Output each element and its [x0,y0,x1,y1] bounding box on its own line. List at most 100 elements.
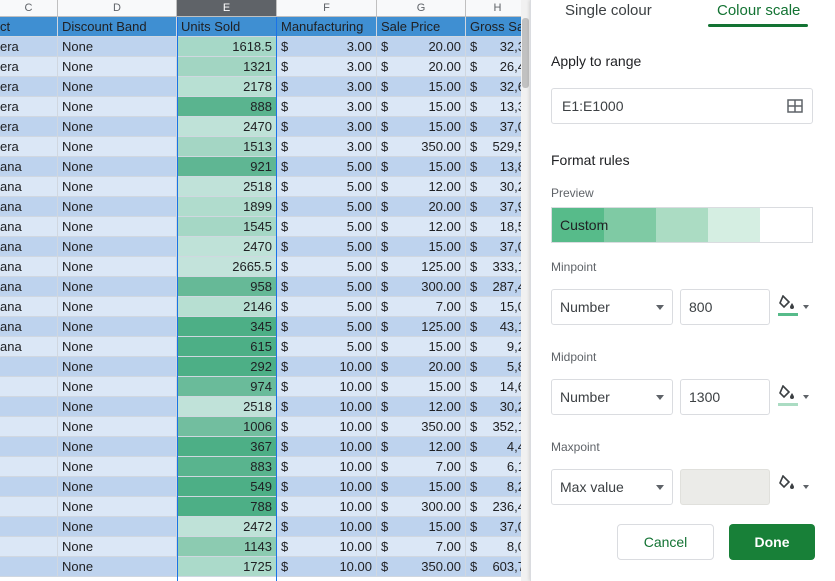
cell-units-sold[interactable]: 974 [177,377,277,397]
cell-gross-sales[interactable]: $13,3 [466,97,530,117]
cell-units-sold[interactable]: 1545 [177,217,277,237]
cell-manufacturing[interactable]: $5.00 [277,337,377,357]
cell-product[interactable] [0,517,58,537]
cell-discount-band[interactable]: None [58,417,177,437]
cell-discount-band[interactable]: None [58,57,177,77]
cell-discount-band[interactable]: None [58,357,177,377]
cell-discount-band[interactable]: None [58,477,177,497]
cell-discount-band[interactable]: None [58,97,177,117]
cell-product[interactable]: ana [0,237,58,257]
midpoint-fill-color-button[interactable] [777,385,811,411]
cell-product[interactable] [0,417,58,437]
cell-gross-sales[interactable]: $32,3 [466,37,530,57]
cell-product[interactable] [0,477,58,497]
cell-manufacturing[interactable]: $3.00 [277,57,377,77]
midpoint-type-dropdown[interactable]: Number [551,379,673,415]
cell-sale-price[interactable]: $15.00 [377,117,466,137]
column-header-g[interactable]: G [377,0,466,17]
maxpoint-type-dropdown[interactable]: Max value [551,469,673,505]
cell-manufacturing[interactable]: $3.00 [277,37,377,57]
cell-sale-price[interactable]: $15.00 [377,477,466,497]
cell-product[interactable]: ana [0,317,58,337]
tab-single-colour[interactable]: Single colour [565,2,652,19]
cell-units-sold[interactable]: 2178 [177,77,277,97]
cell-product[interactable] [0,377,58,397]
cell-product[interactable] [0,357,58,377]
cell-product[interactable] [0,437,58,457]
cell-gross-sales[interactable]: $13,8 [466,157,530,177]
cell-units-sold[interactable]: 888 [177,97,277,117]
cell-product[interactable]: ana [0,337,58,357]
cell-sale-price[interactable]: $12.00 [377,437,466,457]
header-sale-price[interactable]: Sale Price [377,17,466,37]
cell-sale-price[interactable]: $350.00 [377,417,466,437]
cell-sale-price[interactable]: $15.00 [377,377,466,397]
cell-product[interactable]: era [0,37,58,57]
cell-sale-price[interactable]: $350.00 [377,557,466,577]
cell-gross-sales[interactable]: $9,2 [466,337,530,357]
cell-discount-band[interactable]: None [58,397,177,417]
cell-sale-price[interactable]: $20.00 [377,37,466,57]
cell-product[interactable]: ana [0,257,58,277]
header-product[interactable]: ct [0,17,58,37]
cell-units-sold[interactable]: 958 [177,277,277,297]
cell-gross-sales[interactable]: $8,0 [466,537,530,557]
cell-product[interactable]: ana [0,277,58,297]
cell-discount-band[interactable]: None [58,437,177,457]
cell-units-sold[interactable]: 1618.5 [177,37,277,57]
cell-sale-price[interactable]: $15.00 [377,97,466,117]
cell-sale-price[interactable]: $15.00 [377,517,466,537]
cell-sale-price[interactable]: $20.00 [377,57,466,77]
cell-discount-band[interactable]: None [58,517,177,537]
cell-manufacturing[interactable]: $10.00 [277,517,377,537]
cell-units-sold[interactable]: 1513 [177,137,277,157]
minpoint-fill-color-button[interactable] [777,295,811,321]
cell-manufacturing[interactable]: $10.00 [277,557,377,577]
cell-gross-sales[interactable]: $4,4 [466,437,530,457]
cell-units-sold[interactable]: 2665.5 [177,257,277,277]
cell-gross-sales[interactable]: $30,2 [466,397,530,417]
cell-manufacturing[interactable]: $5.00 [277,317,377,337]
cell-units-sold[interactable]: 2518 [177,397,277,417]
cell-manufacturing[interactable]: $10.00 [277,397,377,417]
cell-gross-sales[interactable]: $603,7 [466,557,530,577]
cell-units-sold[interactable]: 1143 [177,537,277,557]
cell-units-sold[interactable]: 883 [177,457,277,477]
cell-units-sold[interactable]: 292 [177,357,277,377]
cell-units-sold[interactable]: 921 [177,157,277,177]
cell-discount-band[interactable]: None [58,557,177,577]
done-button[interactable]: Done [729,524,815,560]
cell-product[interactable]: era [0,117,58,137]
cell-units-sold[interactable]: 345 [177,317,277,337]
cell-discount-band[interactable]: None [58,237,177,257]
cell-product[interactable]: era [0,137,58,157]
cell-gross-sales[interactable]: $5,8 [466,357,530,377]
cell-sale-price[interactable]: $15.00 [377,237,466,257]
cell-manufacturing[interactable]: $3.00 [277,97,377,117]
cell-product[interactable] [0,397,58,417]
cell-discount-band[interactable]: None [58,317,177,337]
cell-discount-band[interactable]: None [58,277,177,297]
cell-units-sold[interactable]: 2472 [177,517,277,537]
cell-units-sold[interactable]: 549 [177,477,277,497]
cell-discount-band[interactable]: None [58,197,177,217]
cell-manufacturing[interactable]: $10.00 [277,457,377,477]
cell-manufacturing[interactable]: $5.00 [277,237,377,257]
cell-sale-price[interactable]: $350.00 [377,137,466,157]
column-header-f[interactable]: F [277,0,377,17]
cell-sale-price[interactable]: $15.00 [377,157,466,177]
column-header-e[interactable]: E [177,0,277,17]
cell-units-sold[interactable]: 615 [177,337,277,357]
cell-sale-price[interactable]: $125.00 [377,317,466,337]
cell-manufacturing[interactable]: $5.00 [277,177,377,197]
cell-gross-sales[interactable]: $26,4 [466,57,530,77]
cell-discount-band[interactable]: None [58,157,177,177]
cell-manufacturing[interactable]: $3.00 [277,77,377,97]
cancel-button[interactable]: Cancel [617,524,714,560]
cell-discount-band[interactable]: None [58,537,177,557]
tab-colour-scale[interactable]: Colour scale [717,2,801,19]
cell-units-sold[interactable]: 2470 [177,117,277,137]
cell-discount-band[interactable]: None [58,497,177,517]
cell-manufacturing[interactable]: $10.00 [277,417,377,437]
cell-sale-price[interactable]: $12.00 [377,177,466,197]
